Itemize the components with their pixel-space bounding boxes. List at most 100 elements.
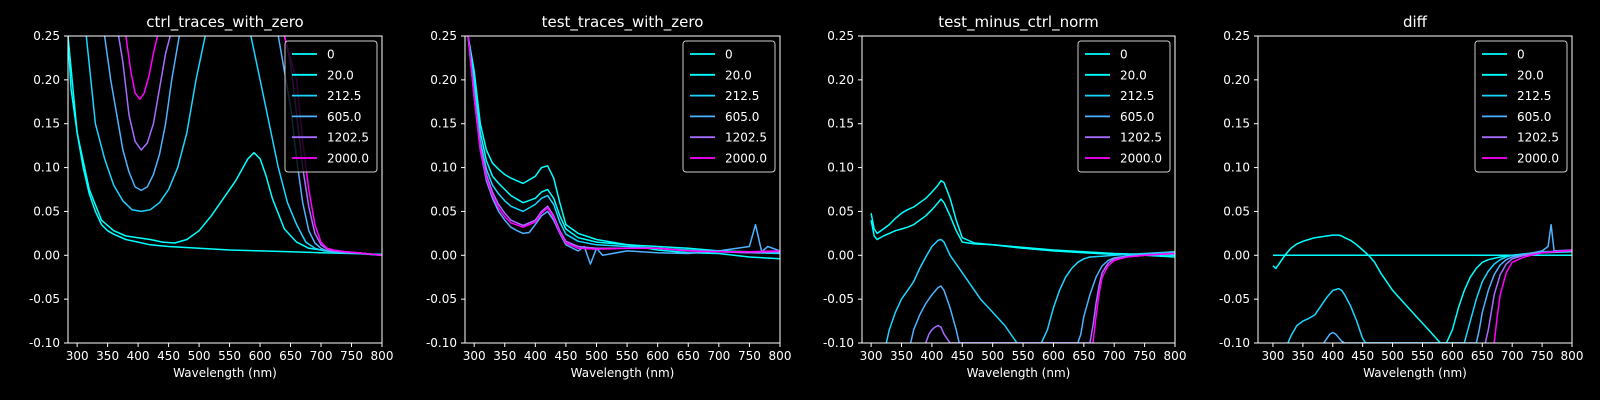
x-tick-label: 300 bbox=[66, 349, 89, 363]
series-group bbox=[1272, 223, 1572, 343]
series-line-2000.0 bbox=[1092, 252, 1175, 343]
y-tick-label: 0.05 bbox=[33, 204, 60, 218]
x-tick-label: 550 bbox=[1012, 349, 1035, 363]
legend: 0 20.0 212.5 605.0 1202.5 2000.0 bbox=[682, 40, 776, 173]
axes-frame bbox=[67, 35, 383, 344]
legend-box bbox=[682, 40, 776, 173]
x-tick-label: 600 bbox=[249, 349, 272, 363]
chart-panel-4: diff 300 350 400 450 500 550 600 650 700 750 800 -0.… bbox=[1219, 13, 1584, 380]
axes-frame bbox=[464, 35, 781, 344]
x-tick-label: 650 bbox=[1072, 349, 1095, 363]
y-tick-label: 0.25 bbox=[827, 29, 854, 43]
series-line-1202.5 bbox=[925, 252, 1175, 343]
x-tick-label: 350 bbox=[1291, 349, 1314, 363]
y-tick-label: 0.20 bbox=[430, 73, 457, 87]
y-tick-label: 0.00 bbox=[1223, 248, 1250, 262]
legend-entry-label: 212.5 bbox=[725, 89, 759, 103]
x-tick-label: 500 bbox=[981, 349, 1004, 363]
legend-entry-label: 20.0 bbox=[1120, 68, 1147, 82]
x-axis-label: Wavelength (nm) bbox=[967, 366, 1071, 380]
legend-entry-label: 605.0 bbox=[725, 110, 759, 124]
series-group bbox=[467, 36, 780, 265]
axes-frame bbox=[1257, 35, 1573, 344]
y-tick-label: 0.25 bbox=[1223, 29, 1250, 43]
legend-entry-label: 2000.0 bbox=[725, 152, 767, 166]
x-tick-label: 650 bbox=[279, 349, 302, 363]
y-tick-label: 0.25 bbox=[430, 29, 457, 43]
y-tick-label: 0.00 bbox=[827, 248, 854, 262]
x-tick-label: 500 bbox=[1381, 349, 1404, 363]
x-tick-label: 450 bbox=[157, 349, 180, 363]
legend-entry-label: 0 bbox=[1120, 48, 1128, 62]
legend-entry-label: 2000.0 bbox=[1120, 152, 1162, 166]
y-tick-label: -0.10 bbox=[823, 336, 854, 350]
y-tick-label: 0.25 bbox=[33, 29, 60, 43]
x-tick-label: 750 bbox=[340, 349, 363, 363]
legend-box bbox=[1077, 40, 1171, 173]
x-axis-label: Wavelength (nm) bbox=[571, 366, 675, 380]
series-line-20.0 bbox=[467, 36, 780, 254]
y-tick-label: -0.05 bbox=[29, 292, 60, 306]
x-tick-label: 600 bbox=[1042, 349, 1065, 363]
series-line-0 bbox=[68, 36, 382, 256]
x-tick-label: 600 bbox=[646, 349, 669, 363]
chart-title: test_traces_with_zero bbox=[542, 13, 704, 32]
legend-entry-label: 1202.5 bbox=[1120, 131, 1162, 145]
y-tick-label: -0.10 bbox=[1219, 336, 1250, 350]
x-tick-label: 400 bbox=[920, 349, 943, 363]
legend-entry-label: 212.5 bbox=[327, 89, 361, 103]
x-tick-label: 300 bbox=[1261, 349, 1284, 363]
y-tick-label: 0.15 bbox=[1223, 117, 1250, 131]
x-tick-label: 550 bbox=[616, 349, 639, 363]
x-tick-label: 500 bbox=[188, 349, 211, 363]
x-tick-label: 600 bbox=[1441, 349, 1464, 363]
series-line-20.0 bbox=[1272, 234, 1572, 343]
x-tick-label: 400 bbox=[127, 349, 150, 363]
chart-panel-3: test_minus_ctrl_norm 300 350 400 450 500 550 60… bbox=[823, 13, 1187, 380]
y-tick-label: -0.05 bbox=[1219, 292, 1250, 306]
x-tick-label: 650 bbox=[1471, 349, 1494, 363]
legend-entry-label: 0 bbox=[327, 48, 335, 62]
y-tick-label: -0.10 bbox=[426, 336, 457, 350]
y-tick-label: -0.10 bbox=[29, 336, 60, 350]
x-tick-label: 700 bbox=[310, 349, 333, 363]
x-tick-label: 750 bbox=[1531, 349, 1554, 363]
y-tick-label: 0.20 bbox=[33, 73, 60, 87]
legend-entry-label: 20.0 bbox=[1517, 68, 1544, 82]
series-line-2000.0 bbox=[467, 36, 780, 253]
chart-title: ctrl_traces_with_zero bbox=[146, 13, 303, 32]
x-tick-label: 450 bbox=[554, 349, 577, 363]
legend-entry-label: 1202.5 bbox=[1517, 131, 1559, 145]
series-line-2000.0 bbox=[1493, 249, 1572, 343]
legend-entry-label: 2000.0 bbox=[327, 152, 369, 166]
legend-entry-label: 1202.5 bbox=[327, 131, 369, 145]
legend-entry-label: 0 bbox=[1517, 48, 1525, 62]
y-tick-label: -0.05 bbox=[426, 292, 457, 306]
legend: 0 20.0 212.5 605.0 1202.5 2000.0 bbox=[1474, 40, 1568, 173]
x-tick-label: 650 bbox=[677, 349, 700, 363]
y-tick-label: 0.10 bbox=[827, 161, 854, 175]
x-axis-label: Wavelength (nm) bbox=[173, 366, 277, 380]
y-tick-label: 0.20 bbox=[1223, 73, 1250, 87]
chart-panel-2: test_traces_with_zero 300 350 400 450 500 550 6… bbox=[426, 13, 792, 380]
legend-entry-label: 20.0 bbox=[327, 68, 354, 82]
series-line-20.0 bbox=[870, 198, 1175, 257]
legend-entry-label: 212.5 bbox=[1120, 89, 1154, 103]
x-tick-label: 300 bbox=[860, 349, 883, 363]
x-tick-label: 350 bbox=[96, 349, 119, 363]
x-tick-label: 550 bbox=[1411, 349, 1434, 363]
series-line-1202.5 bbox=[1484, 250, 1572, 343]
series-group bbox=[68, 36, 382, 257]
y-tick-label: 0.00 bbox=[430, 248, 457, 262]
legend: 0 20.0 212.5 605.0 1202.5 2000.0 bbox=[1077, 40, 1171, 173]
x-tick-label: 400 bbox=[1321, 349, 1344, 363]
x-tick-label: 500 bbox=[585, 349, 608, 363]
y-tick-label: 0.15 bbox=[430, 117, 457, 131]
legend-entry-label: 605.0 bbox=[327, 110, 361, 124]
legend-entry-label: 2000.0 bbox=[1517, 152, 1559, 166]
y-tick-label: 0.00 bbox=[33, 248, 60, 262]
x-tick-label: 800 bbox=[371, 349, 394, 363]
legend-entry-label: 0 bbox=[725, 48, 733, 62]
x-tick-label: 450 bbox=[951, 349, 974, 363]
y-tick-label: 0.05 bbox=[430, 204, 457, 218]
